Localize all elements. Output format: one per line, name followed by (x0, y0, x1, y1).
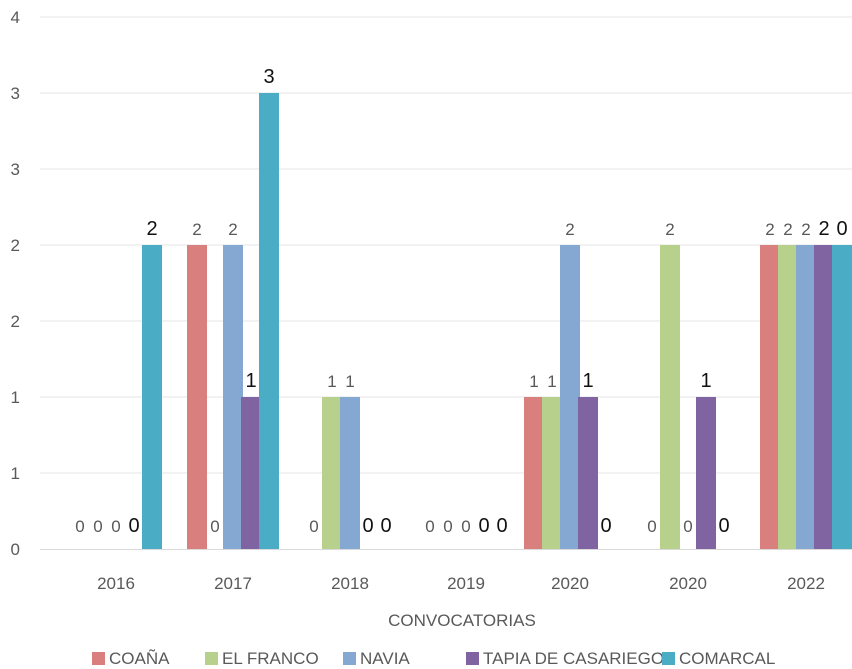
data-label: 0 (380, 515, 391, 537)
data-label: 0 (210, 517, 219, 536)
data-label: 2 (192, 220, 201, 239)
y-tick-label: 3 (11, 84, 20, 103)
data-label: 0 (425, 517, 434, 536)
y-tick-label: 4 (11, 8, 20, 27)
legend-swatch (662, 652, 675, 665)
data-label: 0 (683, 517, 692, 536)
data-label: 3 (263, 66, 274, 88)
y-tick-label: 1 (11, 388, 20, 407)
bar (142, 245, 162, 549)
bars (142, 93, 852, 549)
x-tick-label: 2019 (447, 574, 485, 593)
y-tick-label: 2 (11, 312, 20, 331)
data-label: 1 (529, 372, 538, 391)
data-label: 2 (565, 220, 574, 239)
legend: COAÑA EL FRANCO NAVIA TAPIA DE CASARIEGO COM… (92, 649, 775, 668)
data-label: 2 (228, 220, 237, 239)
legend-swatch (205, 652, 218, 665)
y-tick-label: 0 (11, 540, 20, 559)
x-axis-ticks: 2016 2017 2018 2019 2020 2020 2022 (97, 574, 825, 593)
x-axis-title: CONVOCATORIAS (388, 611, 536, 630)
x-tick-label: 2020 (551, 574, 589, 593)
y-axis-ticks: 0 1 1 2 2 3 3 4 (11, 8, 20, 559)
data-label: 2 (783, 220, 792, 239)
data-label: 1 (245, 370, 256, 392)
legend-swatch (466, 652, 479, 665)
data-label: 1 (327, 372, 336, 391)
data-label: 2 (765, 220, 774, 239)
data-label: 0 (309, 517, 318, 536)
data-label: 0 (128, 515, 139, 537)
y-tick-label: 1 (11, 464, 20, 483)
x-tick-label: 2017 (214, 574, 252, 593)
bar (796, 245, 816, 549)
data-label: 0 (478, 515, 489, 537)
bar (187, 245, 207, 549)
bar (322, 397, 342, 549)
legend-label: TAPIA DE CASARIEGO (483, 649, 664, 668)
bar (578, 397, 598, 549)
bar (340, 397, 360, 549)
data-label: 1 (582, 370, 593, 392)
bar (524, 397, 544, 549)
data-label: 0 (443, 517, 452, 536)
x-tick-label: 2022 (787, 574, 825, 593)
bar (696, 397, 716, 549)
data-label: 2 (146, 218, 157, 240)
data-label: 0 (93, 517, 102, 536)
data-label: 2 (665, 220, 674, 239)
x-tick-label: 2020 (669, 574, 707, 593)
data-label: 2 (801, 220, 810, 239)
bar (259, 93, 279, 549)
bar (760, 245, 780, 549)
y-tick-label: 3 (11, 160, 20, 179)
bar (814, 245, 834, 549)
data-label: 0 (600, 515, 611, 537)
data-label: 0 (75, 517, 84, 536)
data-label: 1 (345, 372, 354, 391)
bar (832, 245, 852, 549)
x-tick-label: 2018 (331, 574, 369, 593)
data-label: 0 (496, 515, 507, 537)
gridlines (40, 16, 852, 474)
bar (542, 397, 562, 549)
legend-label: NAVIA (360, 649, 410, 668)
legend-swatch (343, 652, 356, 665)
legend-label: EL FRANCO (222, 649, 319, 668)
data-label: 0 (461, 517, 470, 536)
bar (223, 245, 243, 549)
legend-label: COMARCAL (679, 649, 775, 668)
data-label: 0 (362, 515, 373, 537)
bar (241, 397, 261, 549)
data-label: 1 (700, 370, 711, 392)
bar (560, 245, 580, 549)
y-tick-label: 2 (11, 236, 20, 255)
data-label: 0 (111, 517, 120, 536)
data-label: 0 (718, 515, 729, 537)
bar (660, 245, 680, 549)
legend-label: COAÑA (109, 649, 170, 668)
legend-swatch (92, 652, 105, 665)
data-label: 0 (836, 218, 847, 240)
data-label: 1 (547, 372, 556, 391)
bar (778, 245, 798, 549)
data-label: 0 (647, 517, 656, 536)
data-label: 2 (818, 218, 829, 240)
x-tick-label: 2016 (97, 574, 135, 593)
